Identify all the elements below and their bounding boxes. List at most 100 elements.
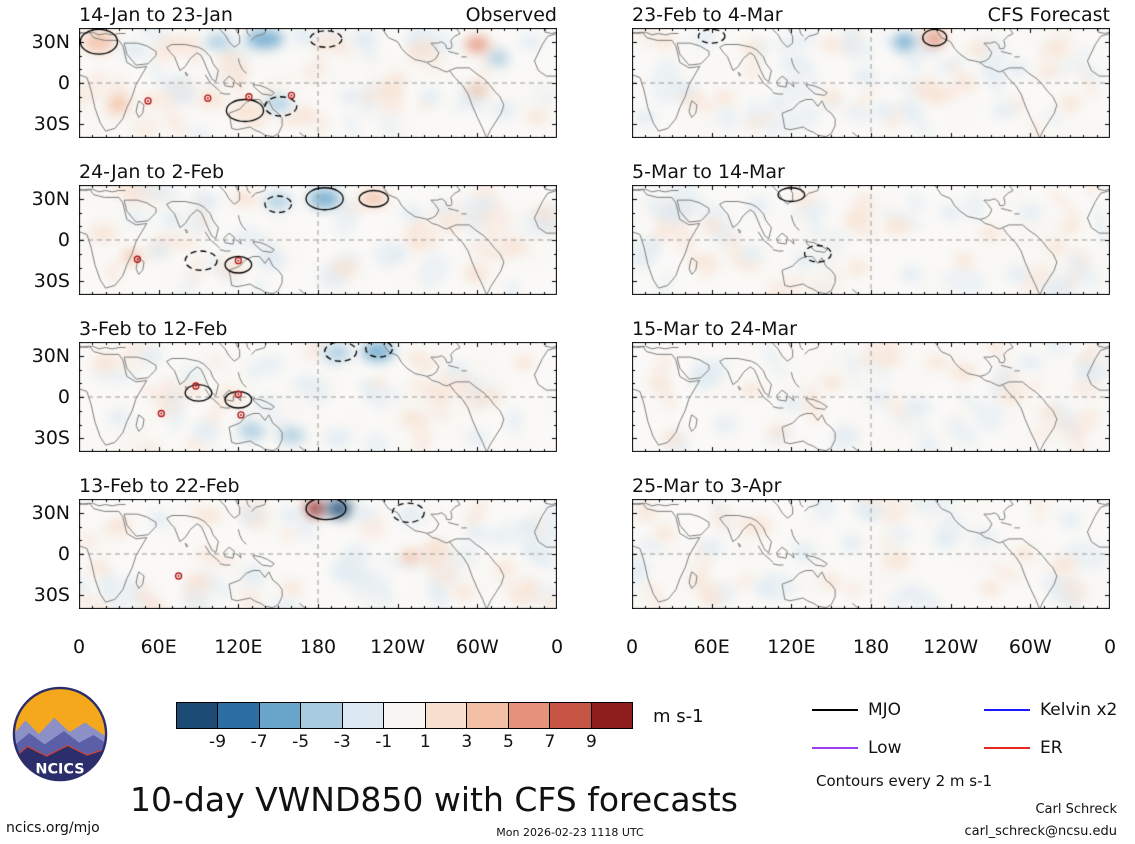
legend-item-low: Low — [812, 738, 984, 758]
y-tick-label: 30S — [33, 427, 70, 450]
colorbar-tick-label: -5 — [292, 732, 310, 752]
colorbar-segment — [259, 703, 302, 728]
x-axis-labels-right: 0 60E 120E 180 120W 60W 0 — [626, 632, 1116, 660]
x-tick-label: 120W — [370, 636, 426, 658]
panel-title: 15-Mar to 24-Mar — [632, 318, 797, 340]
y-tick-label: 0 — [57, 543, 70, 565]
legend-item-mjo: MJO — [812, 700, 984, 720]
forecast-label: CFS Forecast — [987, 4, 1110, 26]
ncics-logo: NCICS — [12, 686, 108, 782]
colorbar-tick-label: 1 — [419, 732, 431, 752]
y-axis-labels: 30N 0 30S — [4, 185, 79, 295]
legend-label: Low — [868, 738, 902, 758]
map-panel-canvas — [632, 28, 1110, 138]
panel-row: 3-Feb to 12-Feb 30N 0 30S — [4, 318, 557, 452]
y-axis-labels: 30N 0 30S — [4, 342, 79, 452]
contour-legend: MJO Low Kelvin x2 ER — [812, 700, 1135, 758]
y-tick-label: 30S — [33, 270, 70, 293]
colorbar: -9 -7 -5 -3 -1 1 3 5 7 9 — [176, 702, 633, 753]
x-tick-label: 180 — [852, 636, 890, 658]
forecast-column: 23-Feb to 4-Mar CFS Forecast 5-Mar to 14… — [626, 4, 1116, 660]
panel-title: 24-Jan to 2-Feb — [79, 161, 225, 183]
y-tick-label: 30N — [31, 30, 70, 53]
site-url: ncics.org/mjo — [6, 820, 100, 836]
figure-title: 10-day VWND850 with CFS forecasts — [130, 780, 738, 819]
x-tick-label: 0 — [1103, 636, 1117, 658]
y-tick-label: 30S — [33, 584, 70, 607]
colorbar-labels: -9 -7 -5 -3 -1 1 3 5 7 9 — [176, 729, 633, 753]
colorbar-segment — [384, 703, 426, 728]
panel-title: 14-Jan to 23-Jan — [79, 4, 233, 26]
x-tick-label: 120W — [923, 636, 979, 658]
colorbar-segment — [467, 703, 509, 728]
colorbar-segment — [342, 703, 385, 728]
colorbar-segment — [218, 703, 260, 728]
panel-row: 23-Feb to 4-Mar CFS Forecast — [632, 4, 1110, 138]
credit-name: Carl Schreck — [1035, 802, 1117, 817]
colorbar-tick-label: -9 — [209, 732, 227, 752]
colorbar-tick-label: 9 — [586, 732, 597, 752]
panel-row: 13-Feb to 22-Feb 30N 0 30S — [4, 475, 557, 609]
ncics-logo-graphic: NCICS — [12, 686, 108, 782]
panel-title: 13-Feb to 22-Feb — [79, 475, 240, 497]
panel-title: 3-Feb to 12-Feb — [79, 318, 228, 340]
panel-title: 5-Mar to 14-Mar — [632, 161, 785, 183]
colorbar-tick-label: -1 — [375, 732, 393, 752]
colorbar-tick-label: -3 — [333, 732, 351, 752]
colorbar-boxes — [176, 702, 633, 729]
colorbar-segment — [425, 703, 468, 728]
map-panel-canvas — [79, 499, 557, 609]
x-tick-label: 120E — [214, 636, 263, 658]
legend-line — [812, 747, 858, 749]
ncics-logo-text: NCICS — [35, 761, 84, 777]
x-tick-label: 60E — [693, 636, 730, 658]
legend-item-kelvin-x2: Kelvin x2 — [984, 700, 1135, 720]
legend-line — [984, 747, 1030, 749]
colorbar-tick-label: -7 — [250, 732, 268, 752]
credit-email: carl_schreck@ncsu.edu — [964, 824, 1117, 839]
panel-title: 25-Mar to 3-Apr — [632, 475, 782, 497]
legend-item-er: ER — [984, 738, 1135, 758]
x-tick-label: 60W — [1008, 636, 1052, 658]
contour-interval-note: Contours every 2 m s-1 — [816, 772, 993, 790]
y-tick-label: 30N — [31, 187, 70, 210]
panel-row: 14-Jan to 23-Jan Observed 30N 0 30S — [4, 4, 557, 138]
y-tick-label: 0 — [57, 386, 70, 408]
colorbar-tick-label: 7 — [544, 732, 556, 752]
x-tick-label: 0 — [550, 636, 564, 658]
colorbar-units: m s-1 — [653, 706, 704, 727]
x-tick-label: 0 — [625, 636, 639, 658]
observed-label: Observed — [465, 4, 557, 26]
y-axis-labels: 30N 0 30S — [4, 499, 79, 609]
y-tick-label: 0 — [57, 229, 70, 251]
y-tick-label: 0 — [57, 72, 70, 94]
y-axis-labels: 30N 0 30S — [4, 28, 79, 138]
colorbar-tick-label: 5 — [502, 732, 514, 752]
x-tick-label: 0 — [72, 636, 86, 658]
colorbar-segment — [508, 703, 551, 728]
timestamp: Mon 2026-02-23 1118 UTC — [496, 826, 644, 839]
map-panel-canvas — [632, 185, 1110, 295]
observed-column: 14-Jan to 23-Jan Observed 30N 0 30S 24-Jan… — [4, 4, 563, 660]
panel-row: 24-Jan to 2-Feb 30N 0 30S — [4, 161, 557, 295]
y-tick-label: 30N — [31, 501, 70, 524]
legend-line — [812, 709, 858, 711]
x-axis-labels-left: 0 60E 120E 180 120W 60W 0 — [73, 632, 563, 660]
x-tick-label: 60W — [455, 636, 499, 658]
panel-row: 5-Mar to 14-Mar — [632, 161, 1110, 295]
colorbar-segment — [550, 703, 592, 728]
panel-title: 23-Feb to 4-Mar — [632, 4, 783, 26]
colorbar-segment — [177, 703, 219, 728]
colorbar-segment — [591, 703, 632, 728]
x-tick-label: 60E — [140, 636, 177, 658]
panel-row: 15-Mar to 24-Mar — [632, 318, 1110, 452]
colorbar-segment — [301, 703, 343, 728]
x-tick-label: 180 — [299, 636, 337, 658]
map-panel-canvas — [79, 342, 557, 452]
map-panel-canvas — [632, 499, 1110, 609]
y-tick-label: 30S — [33, 113, 70, 136]
colorbar-tick-label: 3 — [461, 732, 473, 752]
x-tick-label: 120E — [767, 636, 816, 658]
map-panel-canvas — [632, 342, 1110, 452]
